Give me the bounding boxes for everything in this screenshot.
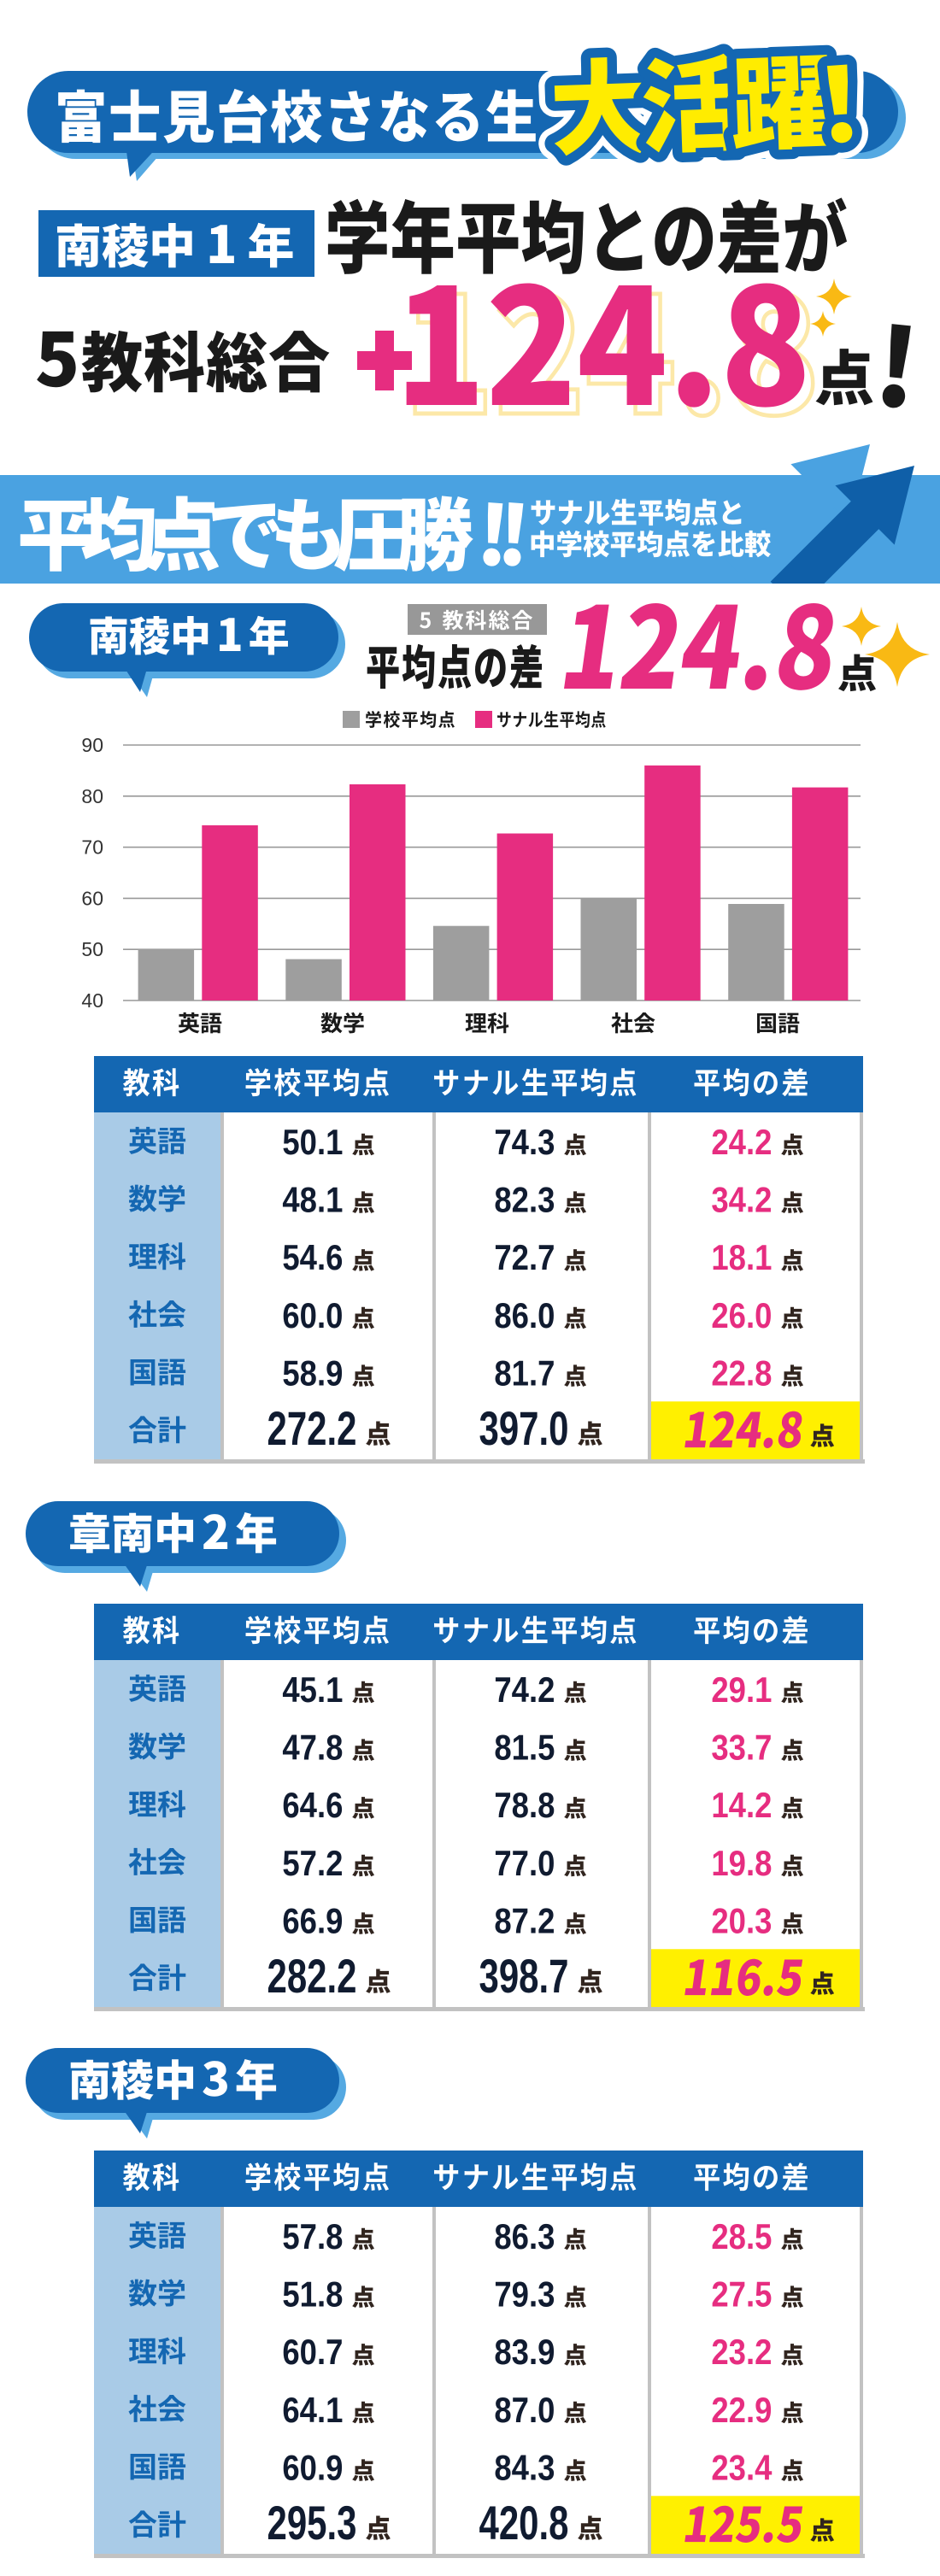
svg-text:28.5: 28.5 [711, 2216, 772, 2256]
svg-text:20.3: 20.3 [711, 1901, 772, 1941]
svg-text:58.9: 58.9 [282, 1353, 343, 1394]
svg-text:420.8: 420.8 [479, 2496, 569, 2550]
svg-text:79.3: 79.3 [494, 2274, 555, 2315]
svg-text:74.3: 74.3 [494, 1122, 555, 1162]
svg-text:295.3: 295.3 [267, 2496, 357, 2550]
svg-text:34.2: 34.2 [711, 1180, 772, 1220]
svg-text:72.7: 72.7 [494, 1237, 555, 1277]
svg-text:54.6: 54.6 [282, 1237, 343, 1277]
svg-text:87.2: 87.2 [494, 1901, 555, 1941]
svg-text:80: 80 [81, 785, 103, 807]
svg-text:40: 40 [81, 989, 103, 1012]
svg-text:23.2: 23.2 [711, 2332, 772, 2372]
svg-text:50.1: 50.1 [282, 1122, 343, 1162]
svg-text:272.2: 272.2 [267, 1401, 357, 1455]
svg-text:81.7: 81.7 [494, 1353, 555, 1394]
svg-text:22.8: 22.8 [711, 1353, 772, 1394]
svg-text:29.1: 29.1 [711, 1669, 772, 1710]
svg-text:19.8: 19.8 [711, 1843, 772, 1883]
svg-text:57.2: 57.2 [282, 1843, 343, 1883]
svg-text:86.3: 86.3 [494, 2216, 555, 2256]
svg-text:51.8: 51.8 [282, 2274, 343, 2315]
svg-text:18.1: 18.1 [711, 1237, 772, 1277]
svg-text:26.0: 26.0 [711, 1295, 772, 1335]
svg-text:64.6: 64.6 [282, 1785, 343, 1825]
svg-text:84.3: 84.3 [494, 2448, 555, 2488]
svg-text:23.4: 23.4 [711, 2448, 773, 2488]
svg-text:33.7: 33.7 [711, 1728, 772, 1768]
svg-text:82.3: 82.3 [494, 1180, 555, 1220]
svg-text:397.0: 397.0 [479, 1401, 569, 1455]
svg-text:398.7: 398.7 [479, 1949, 569, 2003]
svg-text:47.8: 47.8 [282, 1728, 343, 1768]
svg-text:70: 70 [81, 836, 103, 859]
svg-text:45.1: 45.1 [282, 1669, 343, 1710]
svg-text:81.5: 81.5 [494, 1728, 555, 1768]
svg-text:60.0: 60.0 [282, 1295, 343, 1335]
svg-text:22.9: 22.9 [711, 2390, 772, 2430]
svg-text:83.9: 83.9 [494, 2332, 555, 2372]
svg-text:90: 90 [81, 734, 103, 756]
svg-text:60: 60 [81, 887, 103, 909]
svg-text:60.9: 60.9 [282, 2448, 343, 2488]
svg-text:87.0: 87.0 [494, 2390, 555, 2430]
svg-text:24.2: 24.2 [711, 1122, 772, 1162]
svg-text:77.0: 77.0 [494, 1843, 555, 1883]
svg-text:57.8: 57.8 [282, 2216, 343, 2256]
svg-text:64.1: 64.1 [282, 2390, 343, 2430]
svg-text:282.2: 282.2 [267, 1949, 357, 2003]
svg-text:60.7: 60.7 [282, 2332, 343, 2372]
svg-text:27.5: 27.5 [711, 2274, 772, 2315]
svg-text:74.2: 74.2 [494, 1669, 555, 1710]
svg-text:78.8: 78.8 [494, 1785, 555, 1825]
svg-text:50: 50 [81, 938, 103, 960]
svg-text:66.9: 66.9 [282, 1901, 343, 1941]
svg-text:14.2: 14.2 [711, 1785, 772, 1825]
svg-text:48.1: 48.1 [282, 1180, 343, 1220]
svg-text:86.0: 86.0 [494, 1295, 555, 1335]
